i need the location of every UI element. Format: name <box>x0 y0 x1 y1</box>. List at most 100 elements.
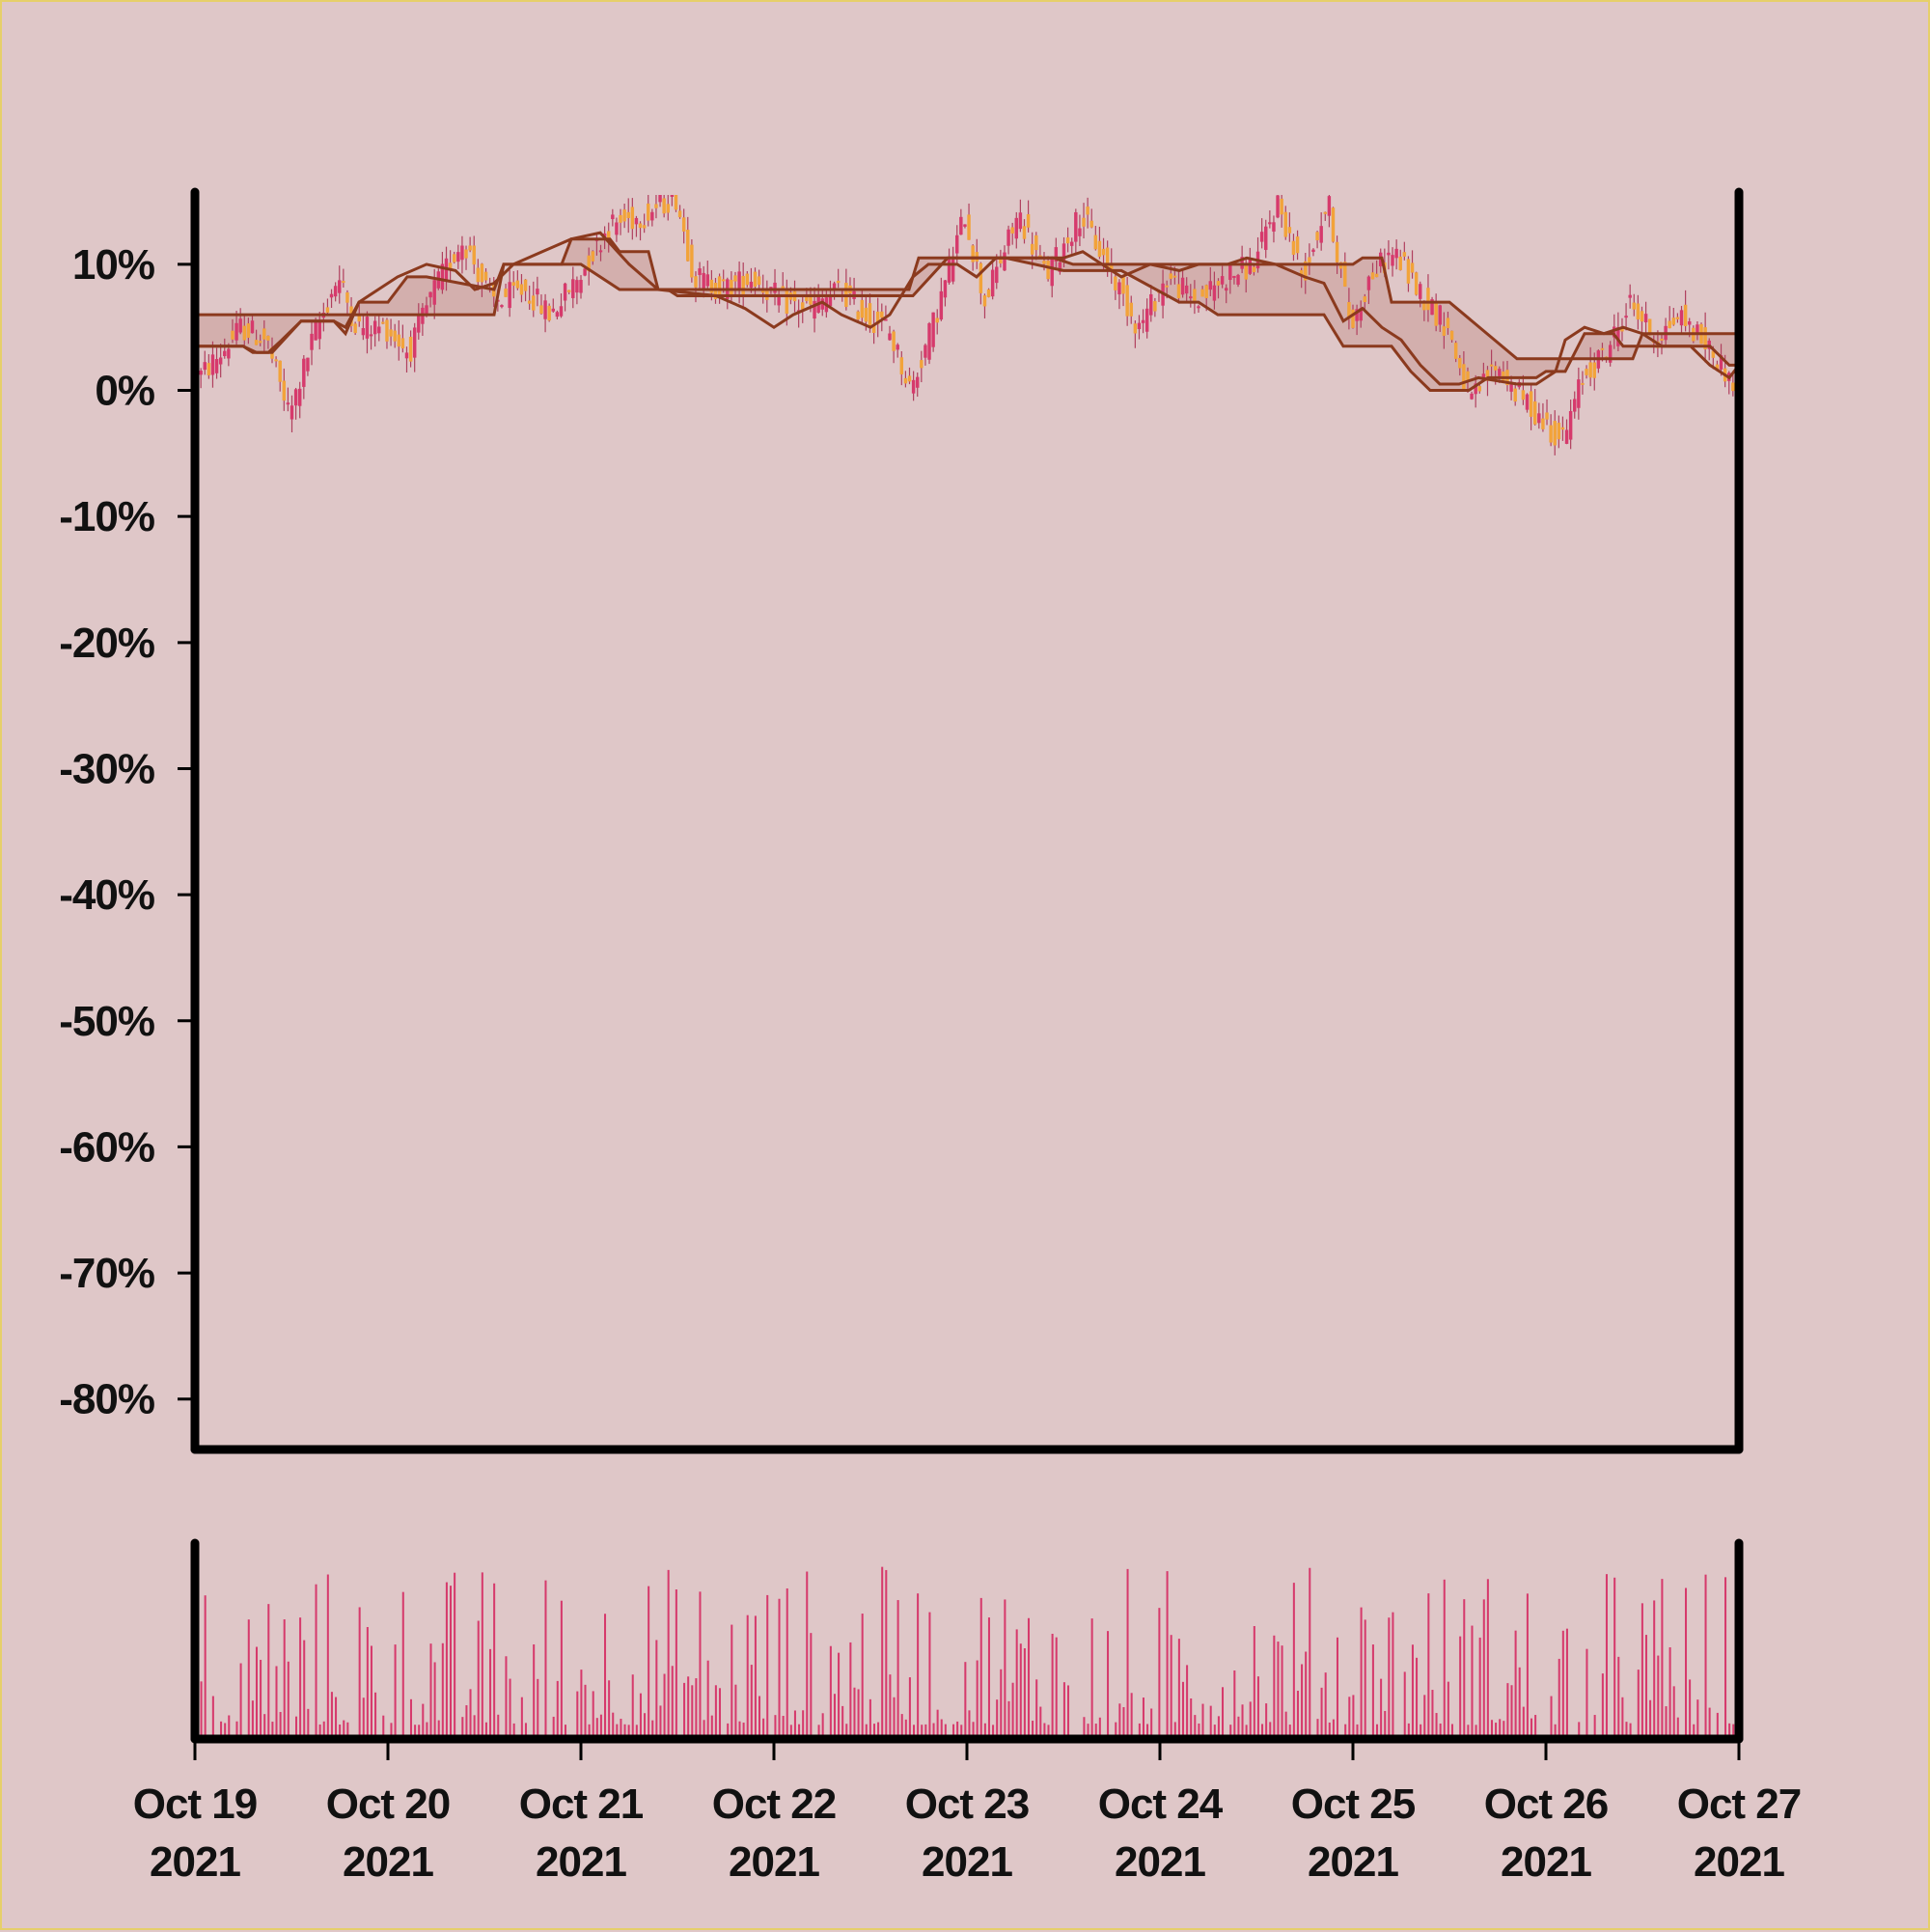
candle-body <box>1632 302 1637 310</box>
candle-body <box>555 312 560 317</box>
candle-body <box>801 302 805 310</box>
candle-body <box>1308 257 1311 263</box>
volume-bar <box>960 1725 963 1739</box>
candle-body <box>619 214 622 223</box>
candle-body <box>832 283 837 290</box>
volume-bar <box>651 1720 654 1739</box>
y-tick-label: -10% <box>59 493 154 540</box>
candle-body <box>325 307 330 313</box>
candle-body <box>199 371 203 375</box>
candle-body <box>911 379 916 394</box>
candle-body <box>860 299 865 318</box>
candle-body <box>460 245 464 261</box>
volume-bar <box>786 1587 788 1739</box>
volume-bar <box>913 1725 916 1739</box>
volume-bar <box>414 1725 417 1739</box>
moving-average-line <box>195 231 1741 386</box>
volume-bar <box>896 1600 899 1739</box>
candles <box>195 195 1739 455</box>
volume-bar <box>1098 1717 1101 1739</box>
volume-bar <box>1640 1603 1643 1739</box>
volume-bar <box>1499 1719 1502 1739</box>
candle-body <box>1438 305 1442 325</box>
candle-body <box>888 333 892 341</box>
candle-body <box>892 331 896 351</box>
volume-bar <box>789 1725 792 1739</box>
candle-body <box>781 286 785 290</box>
candle-body <box>1624 316 1628 318</box>
x-tick-label-date: Oct 24 <box>1098 1780 1224 1828</box>
volume-bar <box>1019 1643 1022 1739</box>
volume-bar <box>952 1724 955 1739</box>
candle-body <box>1513 388 1517 402</box>
candle-body <box>515 280 520 289</box>
volume-bar <box>782 1716 785 1739</box>
volume-bar <box>841 1705 844 1739</box>
volume-bar <box>1043 1723 1046 1739</box>
candle-body <box>1204 285 1208 298</box>
candle-body <box>1220 276 1225 285</box>
candle-body <box>1172 275 1177 278</box>
volume-bar <box>211 1696 214 1739</box>
candle-body <box>1248 258 1253 274</box>
candle-body <box>666 204 670 213</box>
x-tick-label-date: Oct 21 <box>519 1780 644 1828</box>
volume-bar <box>972 1722 975 1739</box>
volume-bar <box>857 1689 860 1739</box>
candle-body <box>658 195 662 203</box>
volume-bar <box>742 1723 745 1739</box>
volume-bar <box>667 1569 670 1739</box>
volume-bar <box>564 1725 567 1739</box>
candle-body <box>1018 212 1023 230</box>
volume-bar <box>616 1724 619 1739</box>
volume-bar <box>275 1666 278 1739</box>
candle-body <box>773 282 777 293</box>
volume-bar <box>623 1724 626 1739</box>
volume-bar <box>588 1724 591 1739</box>
candle-body <box>1097 240 1102 258</box>
volume-bar <box>964 1662 967 1739</box>
volume-bar <box>936 1709 939 1739</box>
candle-body <box>828 294 833 307</box>
candle-body <box>1560 427 1565 430</box>
volume-bar <box>1534 1715 1537 1739</box>
volume-bar <box>1118 1703 1121 1739</box>
envelope-fill <box>195 238 1739 391</box>
candle-body <box>1200 289 1204 297</box>
volume-bar <box>426 1722 428 1739</box>
volume-bar <box>1047 1725 1050 1739</box>
volume-bar <box>1146 1724 1149 1739</box>
candle-body <box>452 254 456 262</box>
volume-bar <box>1693 1724 1696 1739</box>
x-tick-label-year: 2021 <box>1115 1838 1205 1886</box>
volume-bar <box>734 1684 737 1739</box>
x-tick-label-date: Oct 25 <box>1291 1780 1416 1828</box>
y-tick-label: -80% <box>59 1376 154 1423</box>
volume-bar <box>817 1725 820 1739</box>
candle-body <box>566 290 571 292</box>
volume-bar <box>520 1697 523 1739</box>
candle-body <box>432 280 436 305</box>
candle-body <box>1093 235 1098 250</box>
x-tick-label-year: 2021 <box>536 1838 626 1886</box>
volume-bar <box>865 1724 868 1739</box>
candle-body <box>231 330 234 340</box>
volume-bar <box>746 1615 749 1739</box>
volume-bar <box>1126 1568 1129 1739</box>
candle-body <box>681 217 686 232</box>
volume-bar <box>1514 1630 1517 1739</box>
candle-body <box>1668 320 1671 329</box>
candle-body <box>630 207 635 230</box>
volume-bar <box>1087 1724 1089 1739</box>
candle-body <box>1414 272 1419 295</box>
volume-bar <box>868 1698 871 1739</box>
candle-body <box>417 315 421 333</box>
volume-bar <box>1392 1612 1394 1739</box>
candle-body <box>468 245 472 251</box>
volume-bar <box>1506 1683 1509 1739</box>
candle-body <box>254 340 259 345</box>
volume-bar <box>512 1723 515 1739</box>
volume-bar <box>484 1722 487 1739</box>
candle-body <box>246 323 251 338</box>
candle-body <box>342 281 345 284</box>
